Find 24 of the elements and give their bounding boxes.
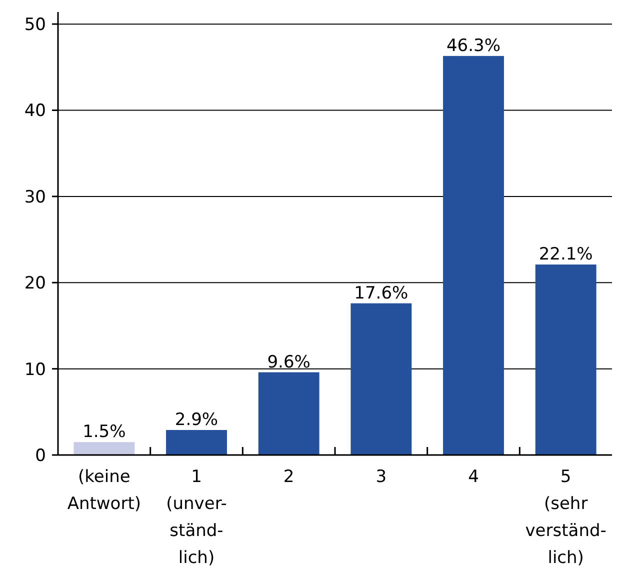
x-tick-label: 5 (sehr verständ- lich) — [525, 467, 606, 568]
y-tick-label: 20 — [24, 274, 46, 294]
bar — [350, 303, 412, 455]
bar — [74, 442, 135, 455]
y-tick-label: 30 — [24, 187, 46, 208]
data-label: 17.6% — [354, 283, 408, 304]
data-label: 9.6% — [267, 352, 310, 372]
data-label: 2.9% — [174, 410, 218, 430]
bar — [166, 430, 227, 455]
y-tick-label: 40 — [24, 101, 46, 122]
data-label: 46.3% — [446, 36, 501, 56]
x-tick-label: 4 — [468, 467, 479, 487]
y-tick-label: 50 — [24, 15, 46, 36]
bar — [258, 372, 320, 455]
data-label: 1.5% — [82, 422, 126, 442]
bar — [535, 264, 596, 455]
x-tick-label: 3 — [376, 467, 387, 487]
x-tick-label: 2 — [283, 467, 294, 487]
data-label: 22.1% — [538, 244, 593, 265]
y-tick-label: 0 — [35, 446, 46, 466]
x-tick-label: 1 (unver- ständ- lich) — [166, 467, 227, 568]
x-tick-label: (keine Antwort) — [67, 467, 142, 514]
bar — [443, 56, 504, 455]
y-tick-label: 10 — [24, 360, 46, 380]
